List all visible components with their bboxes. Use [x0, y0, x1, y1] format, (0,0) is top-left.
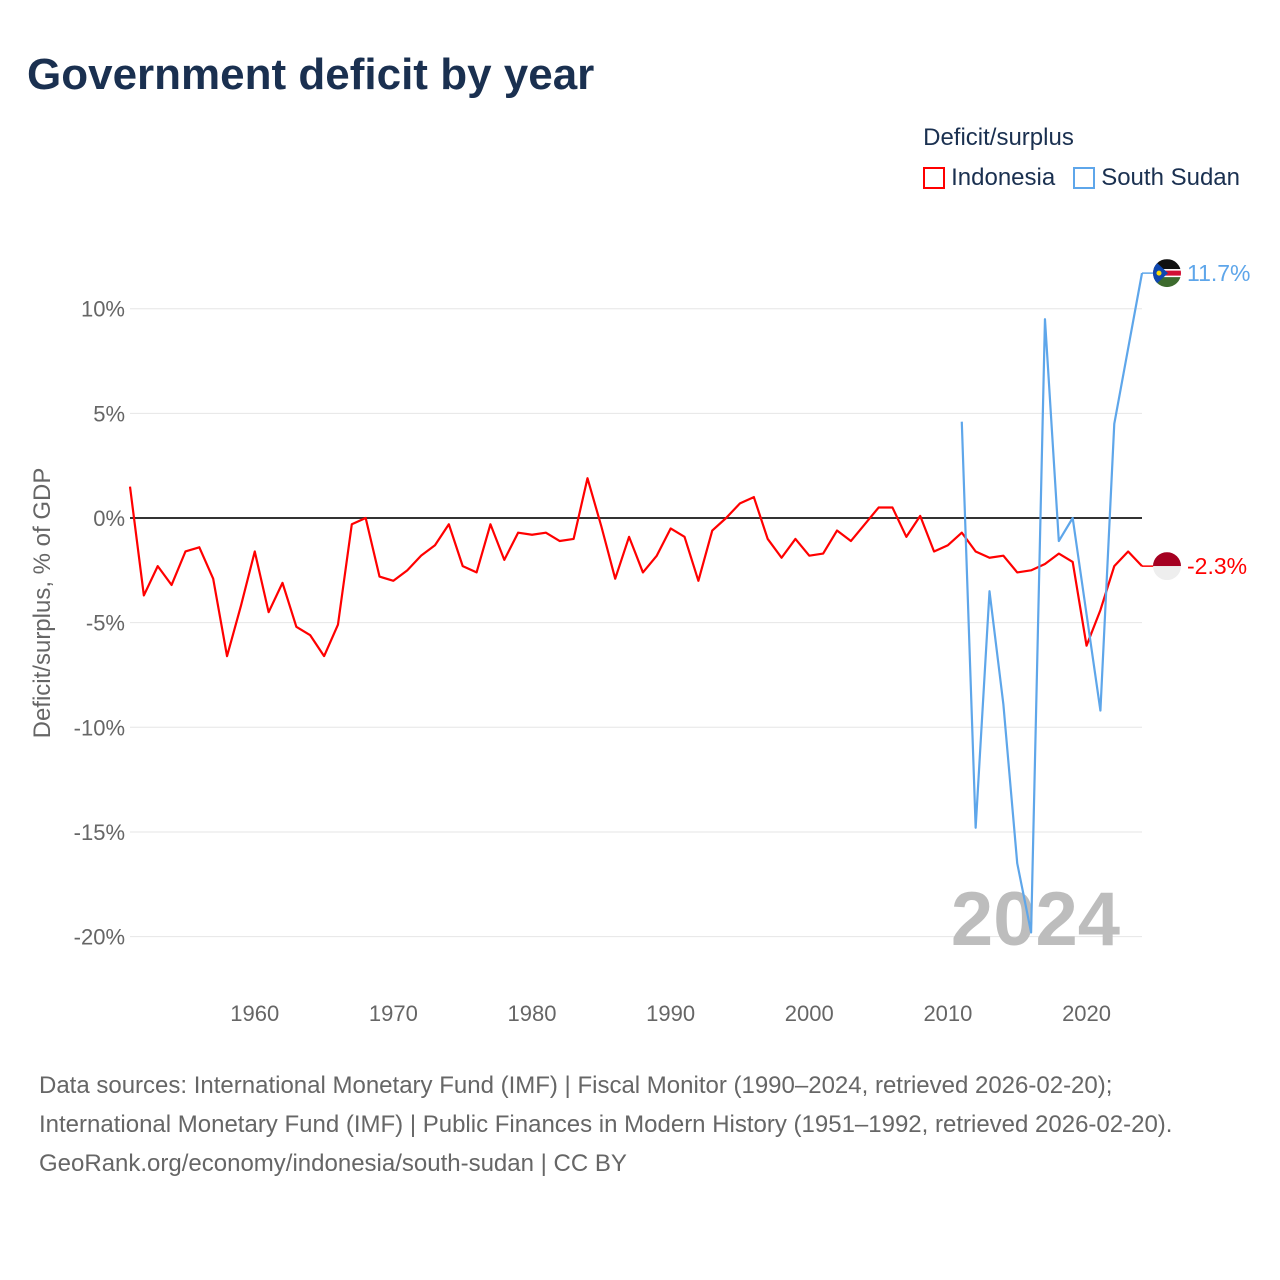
y-tick-label: -15% — [74, 820, 125, 845]
y-tick-label: -20% — [74, 925, 125, 950]
line-chart: Deficit/surplus, % of GDP 10% 5% 0% -5% -10%… — [29, 259, 1251, 1026]
y-tick-label: 10% — [81, 297, 125, 322]
flag-indonesia-icon — [1153, 552, 1181, 581]
x-tick-label: 2020 — [1062, 1001, 1111, 1026]
x-tick-label: 1980 — [508, 1001, 557, 1026]
legend-swatch-south-sudan — [1073, 167, 1096, 189]
x-tick-label: 2000 — [785, 1001, 834, 1026]
sources-footer: Data sources: International Monetary Fun… — [39, 1066, 1239, 1183]
y-axis-label: Deficit/surplus, % of GDP — [29, 468, 56, 739]
legend-item-indonesia[interactable]: Indonesia — [923, 164, 1055, 192]
x-tick-label: 1990 — [646, 1001, 695, 1026]
x-tick-label: 1970 — [369, 1001, 418, 1026]
chart-title: Government deficit by year — [27, 50, 595, 99]
flag-stripe — [1153, 552, 1181, 567]
flag-stripe — [1153, 566, 1181, 581]
x-tick-label: 2010 — [923, 1001, 972, 1026]
end-value-label-indonesia: -2.3% — [1187, 553, 1247, 579]
flag-star — [1156, 270, 1162, 276]
legend-item-south-sudan[interactable]: South Sudan — [1073, 164, 1240, 192]
legend-label: Indonesia — [951, 164, 1056, 191]
flag-body — [1153, 552, 1181, 581]
flag-body — [1153, 259, 1181, 288]
legend: Deficit/surplus Indonesia South Sudan — [923, 124, 1240, 192]
y-tick-label: 5% — [93, 401, 125, 426]
series-line-south-sudan — [960, 272, 1144, 934]
flag-south-sudan-icon — [1153, 259, 1181, 288]
legend-title: Deficit/surplus — [923, 124, 1074, 151]
series-line-indonesia — [128, 477, 1143, 658]
y-tick-label: 0% — [93, 506, 125, 531]
end-value-label-south-sudan: 11.7% — [1187, 260, 1251, 286]
flag-stripe — [1153, 259, 1181, 270]
attribution-link[interactable]: GeoRank.org/economy/indonesia/south-suda… — [39, 1150, 627, 1177]
legend-label: South Sudan — [1101, 164, 1240, 191]
year-watermark: 2024 — [951, 877, 1120, 962]
flag-stripe — [1153, 277, 1181, 288]
data-sources-text: Data sources: International Monetary Fun… — [39, 1072, 1173, 1138]
x-tick-label: 1960 — [230, 1001, 279, 1026]
y-tick-label: -5% — [86, 611, 125, 636]
y-tick-label: -10% — [74, 715, 125, 740]
legend-swatch-indonesia — [923, 167, 946, 189]
